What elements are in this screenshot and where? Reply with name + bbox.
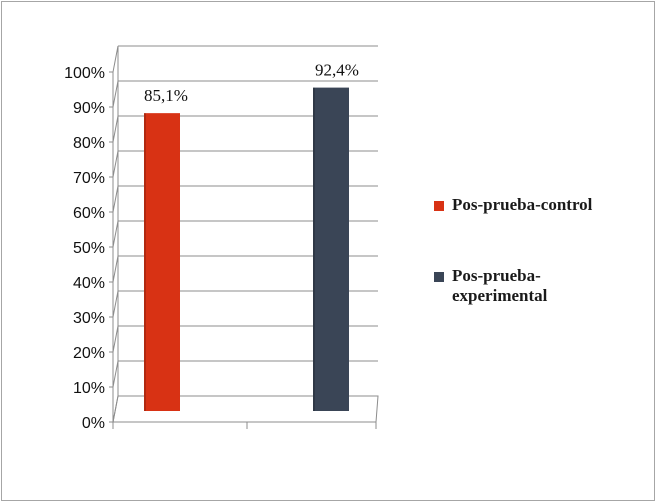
y-tick-label: 80% <box>73 135 105 152</box>
y-tick-label: 30% <box>73 310 105 327</box>
gridline-side <box>112 220 119 248</box>
data-labels: 85,1% 92,4% <box>144 61 359 106</box>
legend-label-experimental-line2: experimental <box>452 286 548 305</box>
y-tick-label: 40% <box>73 275 105 292</box>
gridline-side <box>112 185 119 213</box>
gridline-side <box>112 255 119 283</box>
gridline-side <box>112 290 119 318</box>
y-tick-label: 90% <box>73 100 105 117</box>
y-tick-label: 100% <box>64 65 105 82</box>
y-tick-label: 50% <box>73 240 105 257</box>
y-tick-label: 20% <box>73 345 105 362</box>
bar-experimental <box>313 87 349 411</box>
bar-control <box>144 113 180 412</box>
data-label-control: 85,1% <box>144 86 188 105</box>
axes: 0% 10% 20% 30% 40% 50% 60% 70% 80% 90% 100% <box>64 65 379 432</box>
y-tick-label: 0% <box>82 415 105 432</box>
legend-label-experimental-line1: Pos-prueba- <box>452 266 541 285</box>
y-tick-label: 10% <box>73 380 105 397</box>
bars <box>144 87 349 412</box>
gridline-side <box>112 360 119 388</box>
gridline-side <box>112 45 119 73</box>
y-tick-label: 70% <box>73 170 105 187</box>
legend-swatch-control <box>434 201 444 211</box>
gridline-side <box>112 150 119 178</box>
gridline-side <box>112 325 119 353</box>
gridline-side <box>112 115 119 143</box>
legend-label-control: Pos-prueba-control <box>452 195 593 214</box>
gridline-side <box>112 80 119 108</box>
y-tick-label: 60% <box>73 205 105 222</box>
data-label-experimental: 92,4% <box>315 61 359 80</box>
legend-swatch-experimental <box>434 272 444 282</box>
